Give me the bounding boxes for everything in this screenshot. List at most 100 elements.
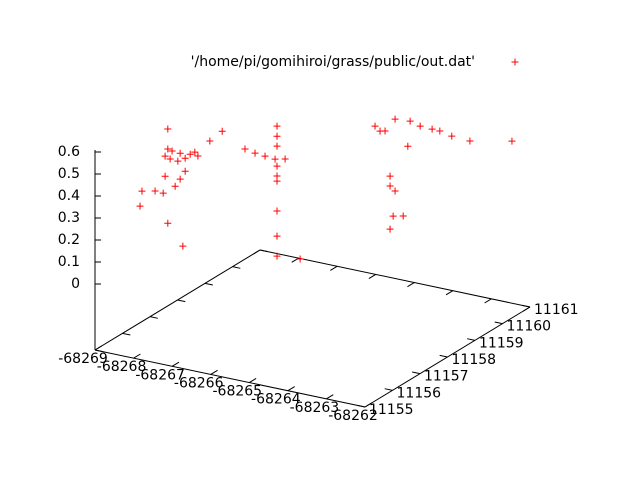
point <box>296 255 304 263</box>
x-tick-label: -68264 <box>251 392 301 408</box>
y-tick <box>412 371 421 375</box>
point <box>206 137 214 145</box>
y-tick <box>467 338 476 341</box>
point <box>181 167 189 175</box>
point <box>176 175 184 183</box>
point <box>251 149 259 157</box>
point <box>508 137 516 145</box>
base-edge <box>259 249 531 308</box>
point <box>273 207 281 215</box>
y-tick <box>94 349 103 353</box>
z-tick-label: 0.5 <box>58 166 80 182</box>
point <box>161 152 169 160</box>
x-tick <box>249 377 257 383</box>
y-tick <box>522 304 531 308</box>
legend-marker <box>511 58 519 66</box>
x-tick-label: -68265 <box>212 384 262 400</box>
point <box>218 127 226 135</box>
point <box>168 147 176 155</box>
y-tick <box>149 316 158 319</box>
x-tick-label: -68266 <box>174 375 224 391</box>
y-tick <box>177 299 186 303</box>
y-tick-label: 11160 <box>507 319 552 335</box>
point <box>176 149 184 157</box>
point <box>174 157 182 165</box>
point <box>138 187 146 195</box>
point <box>261 152 269 160</box>
x-tick <box>364 402 373 408</box>
z-tick-label: 0.3 <box>58 210 80 226</box>
x-tick <box>368 274 376 280</box>
y-tick <box>439 354 448 358</box>
x-tick <box>330 265 338 271</box>
point <box>164 145 172 153</box>
x-tick <box>445 290 454 296</box>
point <box>391 187 399 195</box>
point <box>428 125 436 133</box>
point <box>166 155 174 163</box>
y-tick <box>259 249 268 253</box>
point <box>273 162 281 170</box>
point <box>273 132 281 140</box>
x-tick <box>252 249 261 255</box>
point <box>191 148 199 156</box>
point <box>436 127 444 135</box>
z-tick-label: 0 <box>71 276 80 292</box>
x-tick-label: -68262 <box>328 408 378 424</box>
point <box>151 187 159 195</box>
point <box>179 242 187 250</box>
y-tick <box>494 321 503 325</box>
y-tick <box>357 404 366 408</box>
point <box>404 142 412 150</box>
y-tick <box>384 388 393 391</box>
point <box>448 132 456 140</box>
point <box>376 127 384 135</box>
x-axis <box>94 349 366 408</box>
y-tick-label: 11159 <box>479 335 524 351</box>
point <box>161 172 169 180</box>
point <box>386 182 394 190</box>
y-tick <box>204 282 213 286</box>
point <box>389 212 397 220</box>
legend-label: '/home/pi/gomihiroi/grass/public/out.dat… <box>191 54 475 70</box>
y-tick-label: 11161 <box>534 302 579 318</box>
point <box>281 155 289 163</box>
point <box>194 152 202 160</box>
point <box>371 122 379 130</box>
x-tick <box>522 306 531 312</box>
x-tick-label: -68267 <box>135 367 185 383</box>
point <box>406 117 414 125</box>
point <box>136 202 144 210</box>
x-tick <box>171 361 180 367</box>
y-tick-label: 11156 <box>397 385 442 401</box>
point <box>273 122 281 130</box>
point <box>273 232 281 240</box>
x-tick <box>210 369 218 375</box>
point <box>273 177 281 185</box>
x-tick <box>484 298 492 304</box>
y-tick-label: 11155 <box>369 402 414 418</box>
point <box>186 150 194 158</box>
x-tick <box>407 282 415 288</box>
x-tick-label: -68268 <box>97 359 147 375</box>
point <box>181 154 189 162</box>
z-tick-label: 0.4 <box>58 188 80 204</box>
point <box>399 212 407 220</box>
point <box>273 252 281 260</box>
y-tick-label: 11157 <box>424 369 469 385</box>
y-tick <box>122 332 131 336</box>
point <box>159 189 167 197</box>
z-tick-label: 0.2 <box>58 232 80 248</box>
point <box>466 137 474 145</box>
z-tick-label: 0.6 <box>58 144 80 160</box>
point <box>171 182 179 190</box>
z-tick-label: 0.1 <box>58 254 80 270</box>
point <box>164 219 172 227</box>
point <box>386 172 394 180</box>
point <box>386 225 394 233</box>
point <box>416 122 424 130</box>
point <box>164 125 172 133</box>
point <box>271 155 279 163</box>
